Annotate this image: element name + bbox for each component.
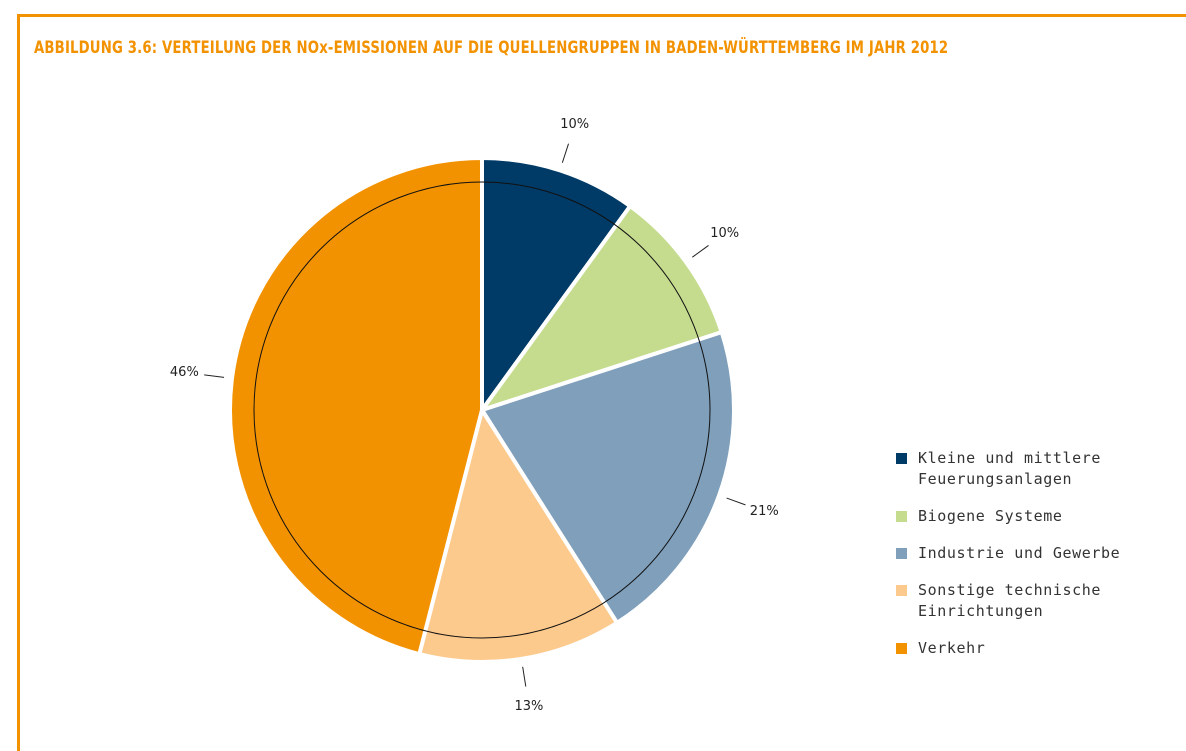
legend-item: Sonstige technische Einrichtungen <box>896 580 1158 622</box>
pie-slice <box>480 155 633 417</box>
pie-slice <box>478 329 736 626</box>
data-label: 13% <box>514 699 543 714</box>
pie-slice <box>416 405 620 664</box>
data-label: 21% <box>750 504 779 519</box>
legend-item: Industrie und Gewerbe <box>896 543 1158 564</box>
data-label: 46% <box>170 365 199 380</box>
leader-line <box>204 374 225 378</box>
legend-swatch <box>896 453 907 464</box>
legend-swatch <box>896 548 907 559</box>
leader-line <box>692 245 709 258</box>
legend-label: Industrie und Gewerbe <box>918 544 1121 562</box>
pie-slice <box>476 203 725 414</box>
legend-label: Kleine und mittlere Feuerungsanlagen <box>918 449 1101 488</box>
legend-item: Kleine und mittlere Feuerungsanlagen <box>896 448 1158 490</box>
frame <box>17 14 1186 751</box>
data-label: 10% <box>560 117 589 132</box>
legend-label: Biogene Systeme <box>918 507 1063 525</box>
legend-label: Sonstige technische Einrichtungen <box>918 581 1101 620</box>
chart-title: ABBILDUNG 3.6: VERTEILUNG DER NOx-EMISSI… <box>34 38 949 58</box>
inner-ring <box>253 181 711 639</box>
legend-swatch <box>896 511 907 522</box>
legend-item: Biogene Systeme <box>896 506 1158 527</box>
leader-line <box>561 143 570 163</box>
legend-swatch <box>896 585 907 596</box>
legend-swatch <box>896 643 907 654</box>
leader-line <box>522 666 527 687</box>
legend: Kleine und mittlere Feuerungsanlagen Biog… <box>896 448 1158 675</box>
data-label: 10% <box>710 226 739 241</box>
legend-label: Verkehr <box>918 639 986 657</box>
leader-line <box>726 497 746 506</box>
legend-item: Verkehr <box>896 638 1158 659</box>
